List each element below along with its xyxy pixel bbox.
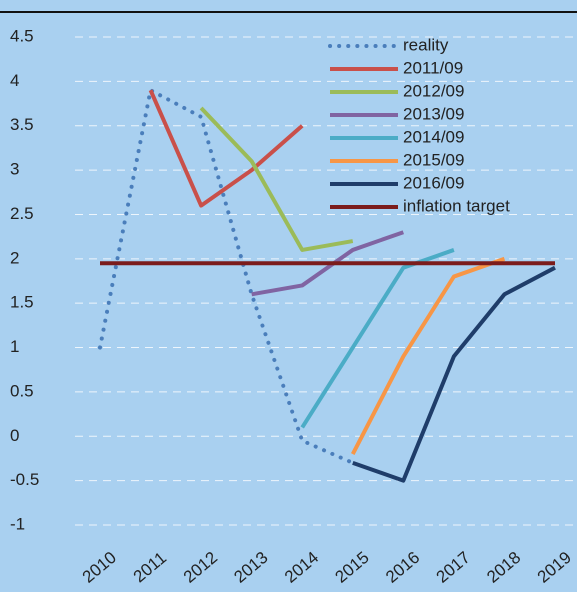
x-tick-label: 2016 <box>382 548 423 587</box>
legend-label: 2015/09 <box>403 150 464 169</box>
y-tick-label: 0 <box>10 426 19 445</box>
y-tick-label: 1 <box>10 337 19 356</box>
legend-label: 2013/09 <box>403 104 464 123</box>
series-line <box>148 89 304 208</box>
y-tick-label: -0.5 <box>10 470 39 489</box>
legend-label: reality <box>403 35 449 54</box>
y-tick-label: 3 <box>10 160 19 179</box>
y-tick-label: -1 <box>10 514 25 533</box>
y-tick-label: 4 <box>10 71 19 90</box>
x-tick-label: 2017 <box>433 548 474 587</box>
y-tick-label: 4.5 <box>10 26 34 45</box>
series-line <box>351 256 506 455</box>
legend-label: 2011/09 <box>403 58 463 77</box>
x-tick-label: 2011 <box>130 548 170 586</box>
x-tick-label: 2013 <box>230 548 271 587</box>
x-tick-label: 2018 <box>483 548 524 587</box>
series-line <box>199 106 354 252</box>
x-tick-label: 2012 <box>180 548 221 587</box>
legend-label: inflation target <box>403 196 510 215</box>
x-tick-label: 2010 <box>79 548 120 587</box>
legend-label: 2016/09 <box>403 173 464 192</box>
series-line <box>98 88 355 465</box>
series-line <box>251 230 404 297</box>
series-line <box>300 248 455 429</box>
y-tick-label: 1.5 <box>10 293 34 312</box>
x-tick-label: 2014 <box>281 548 322 587</box>
y-tick-label: 0.5 <box>10 381 34 400</box>
series-line <box>352 265 556 483</box>
legend-label: 2012/09 <box>403 81 464 100</box>
y-tick-label: 2.5 <box>10 204 34 223</box>
x-tick-label: 2019 <box>534 548 575 587</box>
y-tick-label: 3.5 <box>10 115 34 134</box>
x-tick-label: 2015 <box>332 548 373 587</box>
y-tick-label: 2 <box>10 248 19 267</box>
legend-label: 2014/09 <box>403 127 464 146</box>
